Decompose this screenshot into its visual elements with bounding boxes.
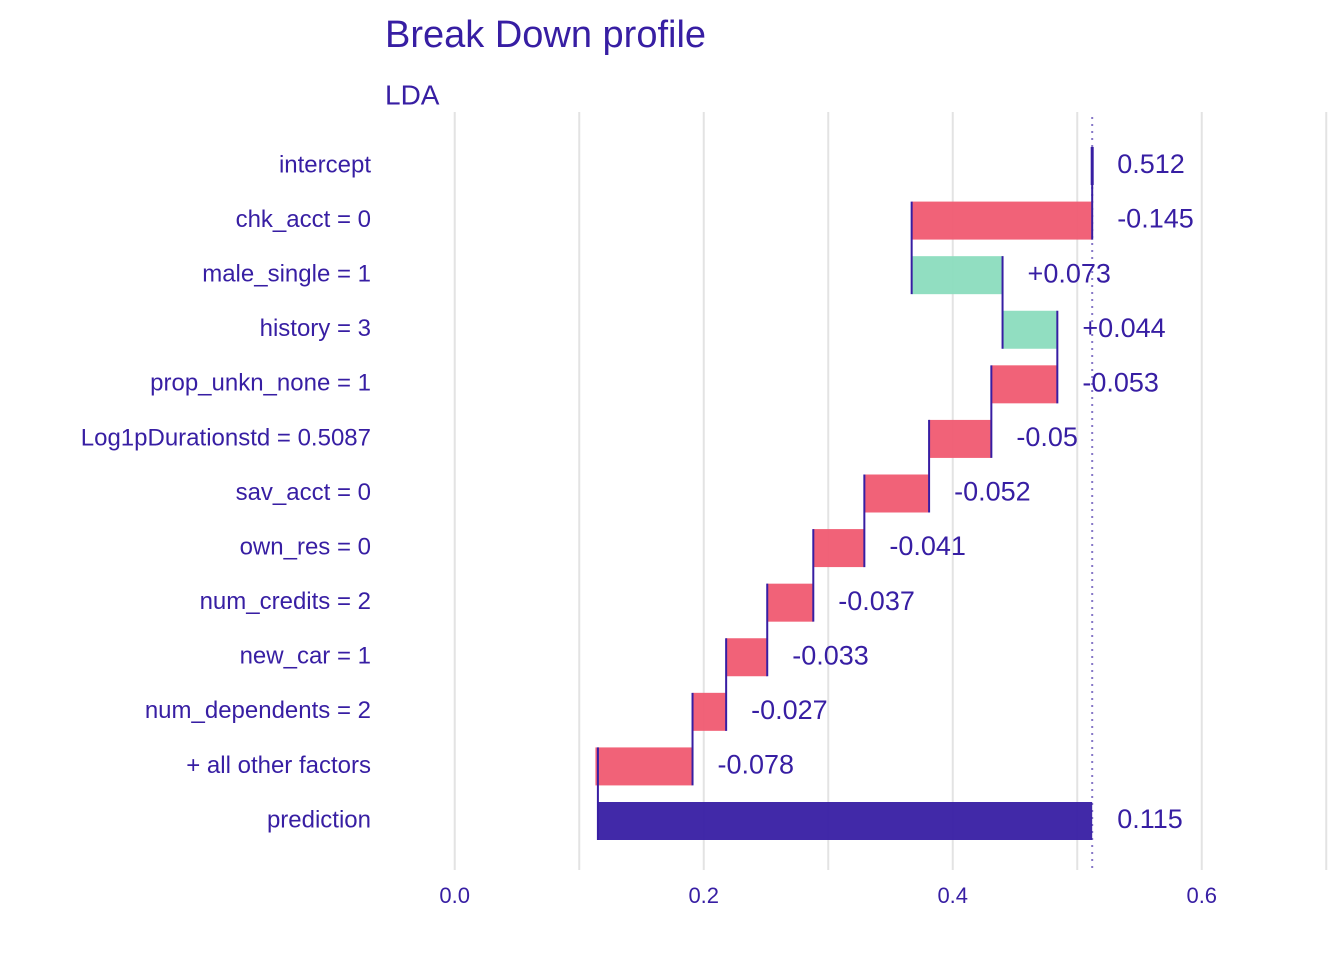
bar — [595, 747, 693, 786]
x-tick-label: 0.0 — [439, 883, 470, 908]
value-label: -0.078 — [718, 750, 795, 780]
category-label: sav_acct = 0 — [236, 479, 371, 506]
category-label: new_car = 1 — [240, 643, 371, 670]
x-tick-label: 0.4 — [937, 883, 968, 908]
value-label: -0.052 — [954, 477, 1031, 507]
category-label: male_single = 1 — [202, 261, 371, 288]
bar — [726, 638, 768, 677]
category-label: num_credits = 2 — [200, 588, 371, 615]
chart-subtitle: LDA — [385, 79, 440, 110]
value-label: 0.115 — [1117, 804, 1183, 834]
category-label: own_res = 0 — [240, 533, 371, 560]
category-label: prop_unkn_none = 1 — [150, 370, 371, 397]
category-label: Log1pDurationstd = 0.5087 — [81, 424, 371, 451]
value-label: +0.073 — [1028, 258, 1111, 288]
bar — [813, 529, 865, 568]
value-label: -0.053 — [1082, 367, 1159, 397]
chart-title: Break Down profile — [385, 14, 706, 56]
category-label: prediction — [267, 806, 371, 833]
bar — [767, 583, 814, 622]
value-label: -0.041 — [889, 531, 966, 561]
bar — [864, 474, 930, 513]
category-label: + all other factors — [186, 752, 371, 779]
value-label: -0.145 — [1117, 204, 1194, 234]
value-label: +0.044 — [1082, 313, 1165, 343]
value-label: -0.05 — [1016, 422, 1078, 452]
bar — [597, 802, 1093, 840]
x-tick-label: 0.6 — [1186, 883, 1217, 908]
bar — [692, 692, 727, 731]
category-label: num_dependents = 2 — [145, 697, 371, 724]
bar — [911, 256, 1003, 295]
x-tick-label: 0.2 — [688, 883, 719, 908]
value-label: -0.037 — [838, 586, 915, 616]
bar — [1002, 310, 1058, 349]
value-label: -0.033 — [792, 640, 869, 670]
category-label: intercept — [279, 151, 371, 178]
bar — [929, 419, 992, 458]
category-label: chk_acct = 0 — [236, 206, 371, 233]
category-label: history = 3 — [260, 315, 371, 342]
value-label: 0.512 — [1117, 149, 1185, 179]
bar — [911, 201, 1093, 240]
value-label: -0.027 — [751, 695, 828, 725]
bar — [991, 365, 1058, 404]
